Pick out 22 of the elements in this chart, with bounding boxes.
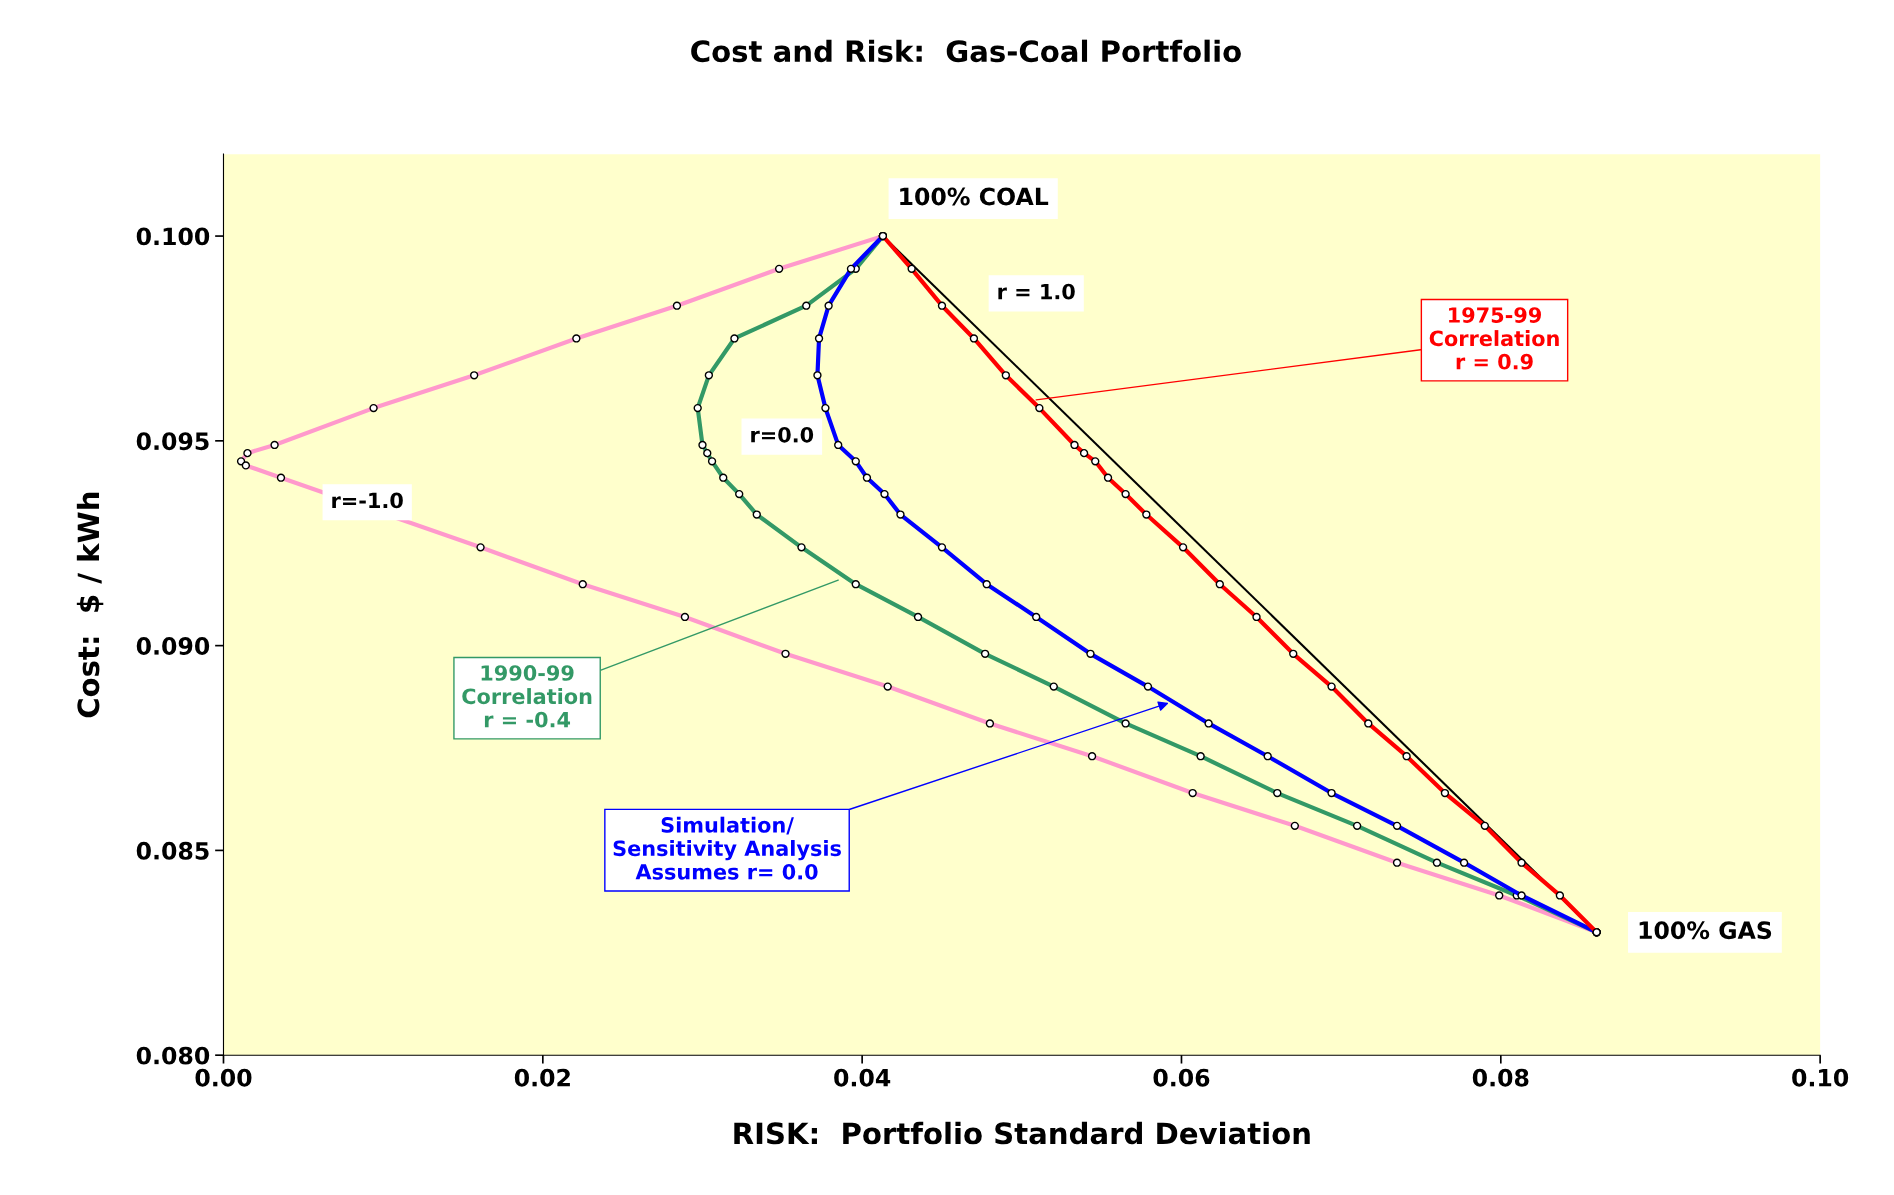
y-tick-label: 0.090 [136,637,210,655]
y-axis-title: Cost: $ / kWh [76,492,104,718]
y-tick-label: 0.100 [136,227,210,246]
x-tick-label: 0.10 [1792,1068,1849,1087]
annotation: 100% GAS [1639,921,1772,940]
x-tick-label: 0.06 [1153,1068,1210,1087]
annotation: r=0.0 [751,426,814,443]
annotation: r = 1.0 [998,283,1075,300]
annotation: 1975-99 Correlation r = 0.9 [1429,307,1559,370]
annotation: 100% COAL [900,187,1049,206]
x-axis-title: RISK: Portfolio Standard Deviation [734,1121,1310,1145]
y-tick-label: 0.080 [136,1046,210,1065]
x-tick-label: 0.02 [514,1068,570,1087]
x-tick-label: 0.00 [195,1068,252,1087]
annotation: r=-1.0 [332,492,403,509]
x-tick-label: 0.08 [1472,1068,1529,1087]
y-tick-label: 0.085 [136,841,209,860]
chart-title: Cost and Risk: Gas-Coal Portfolio [691,39,1241,63]
x-tick-label: 0.04 [834,1068,891,1087]
annotation: 1990-99 Correlation r = -0.4 [462,665,592,728]
annotation: Simulation/ Sensitivity Analysis Assumes r= 0.0 [613,816,841,880]
y-tick-label: 0.095 [136,432,209,451]
